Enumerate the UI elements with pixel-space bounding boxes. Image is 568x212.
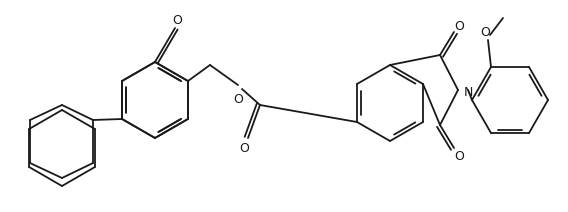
Text: O: O	[454, 21, 464, 33]
Text: N: N	[464, 85, 473, 99]
Text: O: O	[233, 93, 243, 106]
Text: O: O	[239, 141, 249, 155]
Text: O: O	[172, 14, 182, 26]
Text: O: O	[454, 151, 464, 163]
Text: O: O	[480, 25, 490, 39]
